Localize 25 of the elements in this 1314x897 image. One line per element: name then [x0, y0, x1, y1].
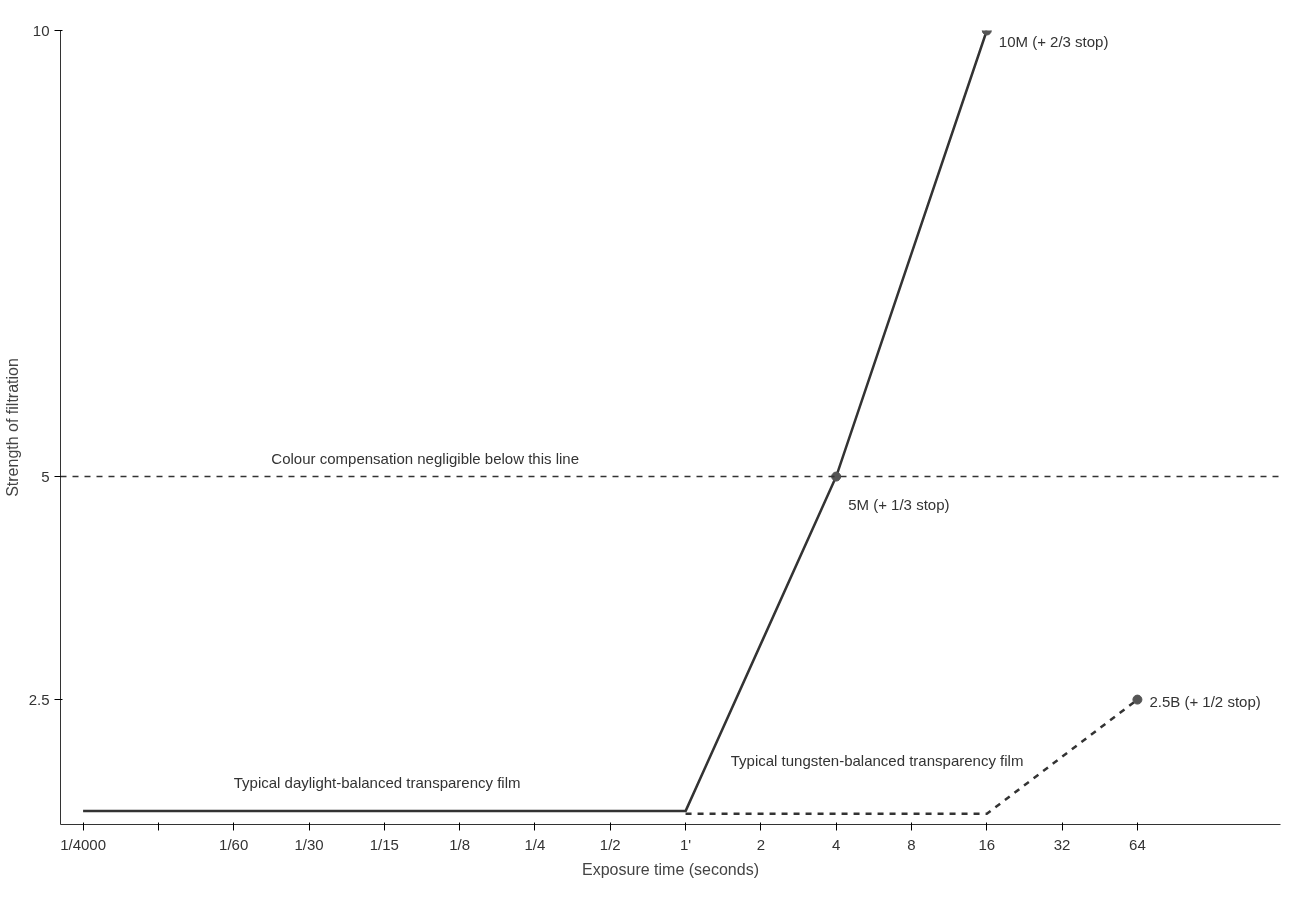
annotation: 10M (+ 2/3 stop)	[998, 32, 1109, 50]
y-tick-label: 5	[41, 467, 50, 485]
series-label: Typical tungsten-balanced transparency film	[730, 751, 1024, 769]
x-tick-label: 8	[907, 835, 916, 853]
x-tick-label: 1/4	[524, 835, 546, 853]
x-tick-label: 1/2	[599, 835, 621, 853]
x-tick-label: 1/60	[219, 835, 249, 853]
x-tick-label: 16	[978, 835, 996, 853]
x-tick-label: 1/15	[369, 835, 399, 853]
x-tick-label: 1/4000	[60, 835, 107, 853]
x-tick-label: 32	[1053, 835, 1071, 853]
annotation: 5M (+ 1/3 stop)	[848, 496, 950, 514]
x-tick-label: 4	[832, 835, 841, 853]
series-label: Typical daylight-balanced transparency film	[233, 774, 521, 792]
y-tick-label: 10	[32, 21, 50, 39]
x-tick-label: 1/8	[449, 835, 471, 853]
y-axis-title: Strength of filtration	[3, 358, 21, 497]
x-tick-label: 1/30	[294, 835, 324, 853]
annotation: 2.5B (+ 1/2 stop)	[1149, 693, 1261, 711]
x-axis-title: Exposure time (seconds)	[582, 860, 759, 878]
y-tick-label: 2.5	[28, 690, 50, 708]
x-tick-label: 2	[756, 835, 766, 853]
x-tick-label: 64	[1129, 835, 1146, 853]
x-tick-label: 1'	[679, 835, 692, 853]
ref-line-label: Colour compensation negligible below this line	[271, 449, 580, 467]
